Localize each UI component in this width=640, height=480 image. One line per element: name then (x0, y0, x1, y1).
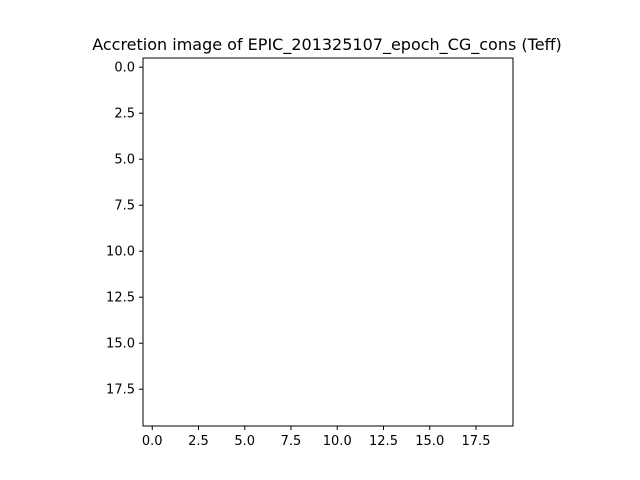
x-tick-label: 5.0 (234, 434, 255, 449)
y-tick-label: 0.0 (114, 61, 135, 76)
x-tick-label: 15.0 (415, 434, 444, 449)
y-tick-label: 17.5 (106, 383, 135, 398)
y-axis: 0.0 2.5 5.0 7.5 10.0 12.5 15.0 17.5 (106, 61, 143, 398)
x-tick-label: 0.0 (142, 434, 163, 449)
x-axis: 0.0 2.5 5.0 7.5 10.0 12.5 15.0 17.5 (142, 426, 491, 449)
x-tick-label: 2.5 (188, 434, 209, 449)
y-tick-label: 15.0 (106, 337, 135, 352)
x-tick-label: 12.5 (369, 434, 398, 449)
x-tick-label: 17.5 (462, 434, 491, 449)
chart-title: Accretion image of EPIC_201325107_epoch_… (92, 35, 562, 55)
y-tick-label: 2.5 (114, 107, 135, 122)
plot-area (142, 57, 514, 427)
x-tick-label: 10.0 (323, 434, 352, 449)
y-tick-label: 5.0 (114, 153, 135, 168)
x-tick-label: 7.5 (281, 434, 302, 449)
y-tick-label: 12.5 (106, 291, 135, 306)
y-tick-label: 7.5 (114, 199, 135, 214)
y-tick-label: 10.0 (106, 245, 135, 260)
